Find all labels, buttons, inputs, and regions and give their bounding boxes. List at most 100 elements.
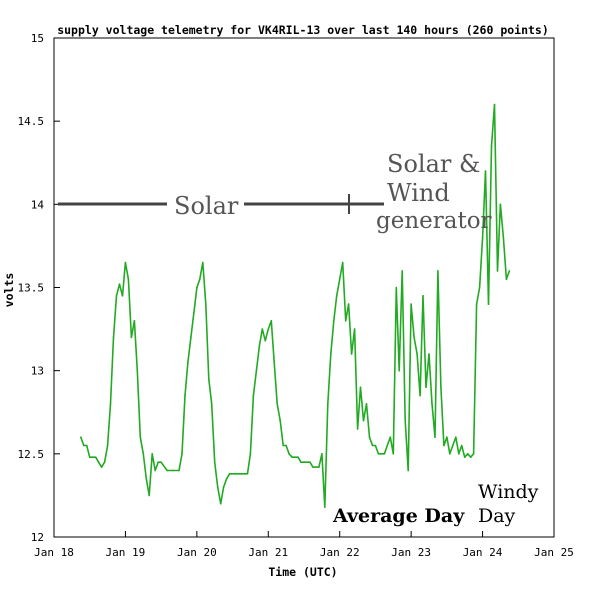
data-point [264,339,267,342]
y-tick-label: 12.5 [18,448,45,461]
data-point [246,473,249,475]
x-axis-label: Time (UTC) [268,565,337,579]
plot-area [53,37,555,538]
data-point [389,436,392,439]
data-point [371,444,374,447]
data-point [106,444,109,447]
x-tick-label: Jan 24 [463,546,503,559]
data-point [303,461,305,464]
x-tick-label: Jan 18 [34,546,74,559]
data-point [100,466,103,468]
data-point [252,394,255,397]
y-tick-label: 13 [31,365,44,378]
data-point [484,170,487,172]
data-point [213,461,216,464]
data-point [318,466,320,468]
data-point [145,478,148,480]
data-point [478,286,481,289]
data-point [184,394,186,397]
data-point [377,453,380,455]
data-point [347,303,350,305]
data-point [452,444,454,447]
data-point [321,453,323,455]
data-point [270,320,273,322]
data-point [205,303,207,305]
annotation-generator: generator [376,208,492,234]
data-point [437,270,439,272]
y-axis-label: volts [2,273,16,308]
data-point [410,303,412,305]
data-point [288,453,290,455]
data-point [139,436,142,439]
annotation-wind: Wind [387,179,450,207]
data-point [109,403,112,405]
data-point [460,444,463,447]
data-point [356,428,359,430]
data-point [118,283,121,286]
data-point [291,456,293,459]
data-point [353,328,356,330]
data-point [187,361,189,364]
data-point [255,369,258,372]
y-tick-label: 14 [31,198,45,211]
data-point [210,403,213,405]
data-point [157,461,159,464]
data-point [449,453,451,455]
data-point [392,453,395,455]
y-tick-label: 14.5 [18,115,45,128]
data-point [219,502,222,505]
data-point [276,403,279,405]
data-point [297,456,299,459]
data-point [258,344,261,347]
annotation-average-day: Average Day [332,505,465,527]
data-point [133,320,136,322]
data-point [178,469,180,472]
x-tick-label: Jan 20 [177,546,217,559]
data-point [216,486,219,488]
chart-title: supply voltage telemetry for VK4RIL-13 o… [57,23,549,37]
data-point [240,473,243,475]
data-point [466,453,469,455]
data-point [386,444,389,447]
data-point [222,486,225,488]
data-point [481,236,484,239]
x-tick-label: Jan 23 [391,546,431,559]
annotation-solar: Solar [174,192,239,220]
data-point [499,203,502,206]
data-point [282,444,285,447]
data-point [368,436,371,439]
data-point [338,278,341,281]
data-point [83,444,85,447]
data-point [458,453,460,455]
data-point [413,336,415,339]
data-point [124,261,127,264]
data-point [234,473,237,475]
x-tick-label: Jan 21 [248,546,288,559]
data-point [428,353,430,355]
data-point [193,311,195,314]
data-point [404,419,407,422]
data-point [148,494,150,497]
data-point [142,453,145,455]
data-point [196,286,198,289]
data-point [419,394,421,397]
data-point [383,453,386,455]
data-point [127,278,130,281]
data-point [422,295,424,297]
data-point [202,261,204,264]
voltage-series-points [80,103,511,508]
data-point [380,453,383,455]
data-point [440,386,442,389]
data-point [374,444,377,447]
x-tick-label: Jan 19 [106,546,146,559]
data-point [407,469,410,472]
data-point [136,369,139,372]
y-axis: 12 12.5 13 13.5 14 14.5 15 [18,32,60,544]
data-point [327,403,329,405]
data-point [85,444,88,447]
data-point [395,286,398,289]
data-point [172,469,174,472]
data-point [181,453,183,455]
data-point [350,353,353,355]
data-point [335,295,338,297]
